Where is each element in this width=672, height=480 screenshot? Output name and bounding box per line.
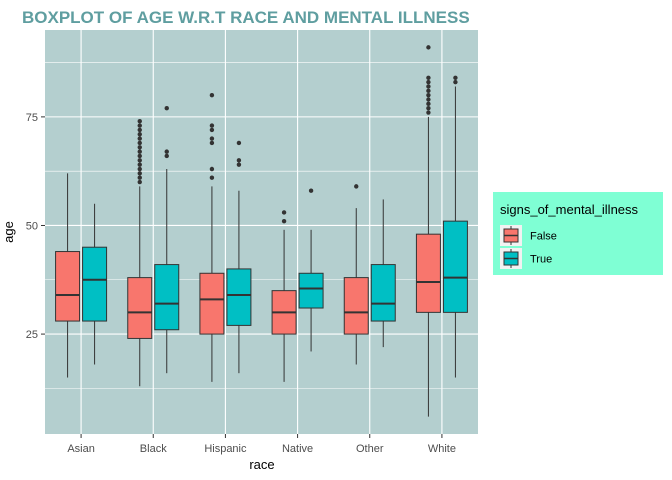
outlier-point <box>209 140 215 146</box>
box-true-native <box>298 188 324 352</box>
outlier-point <box>209 92 215 98</box>
outlier-point <box>426 92 431 98</box>
outlier-point <box>426 105 431 111</box>
outlier-point <box>137 149 142 154</box>
outlier-point <box>281 210 287 215</box>
box-body <box>442 220 468 313</box>
box-false-other <box>343 184 369 365</box>
box-body <box>298 272 324 309</box>
x-tick-label: Asian <box>67 443 95 455</box>
box-body <box>415 233 441 313</box>
legend: signs_of_mental_illness False True <box>493 192 663 275</box>
legend-entry-false: False <box>500 225 557 246</box>
x-axis-title: race <box>249 457 274 472</box>
box-true-white <box>442 75 468 378</box>
outlier-point <box>236 162 242 167</box>
outlier-point <box>453 75 458 80</box>
box-body <box>154 264 180 331</box>
chart-title: BOXPLOT OF AGE W.R.T RACE AND MENTAL ILL… <box>22 8 470 27</box>
box-body <box>55 251 81 322</box>
outlier-point <box>164 149 169 154</box>
box-false-native <box>271 210 297 382</box>
outlier-point <box>209 127 215 133</box>
y-tick-label: 25 <box>26 329 38 341</box>
grid-lines <box>45 30 478 434</box>
axis-ticks: 25 50 75 Asian Black Hispanic Native Other White <box>26 112 456 455</box>
box-body <box>127 277 153 339</box>
outlier-point <box>426 84 431 89</box>
box-body <box>343 277 369 335</box>
legend-entry-true: True <box>500 248 552 269</box>
x-tick-label: Black <box>140 443 167 455</box>
outlier-point <box>426 101 431 107</box>
outlier-point <box>137 179 142 185</box>
box-true-hispanic <box>226 140 252 374</box>
box-true-other <box>370 199 396 348</box>
outlier-point <box>137 132 142 137</box>
outlier-point <box>137 140 142 146</box>
legend-label: True <box>530 254 552 266</box>
outlier-point <box>209 175 215 180</box>
outlier-point <box>236 140 242 146</box>
outlier-point <box>209 123 215 128</box>
outlier-point <box>209 166 215 172</box>
outlier-point <box>164 105 169 111</box>
outlier-point <box>137 162 142 167</box>
outlier-point <box>426 97 431 102</box>
outlier-point <box>137 158 142 163</box>
legend-title: signs_of_mental_illness <box>500 202 639 217</box>
box-body <box>226 268 252 326</box>
outlier-point <box>164 153 169 159</box>
box-false-black <box>127 119 153 387</box>
outlier-point <box>137 136 142 141</box>
outlier-point <box>308 188 314 193</box>
legend-label: False <box>530 231 557 243</box>
box-false-asian <box>55 173 81 378</box>
outlier-point <box>209 136 215 141</box>
box-false-white <box>415 45 441 417</box>
outlier-point <box>137 127 142 133</box>
box-false-hispanic <box>199 92 225 382</box>
x-tick-label: White <box>428 443 456 455</box>
box-body <box>199 272 225 335</box>
y-axis-title: age <box>1 221 16 243</box>
outlier-point <box>137 153 142 159</box>
outlier-point <box>426 88 431 94</box>
outlier-point <box>426 79 431 85</box>
plot-panel <box>45 30 478 434</box>
x-tick-label: Other <box>356 443 384 455</box>
y-tick-label: 50 <box>26 220 38 232</box>
outlier-point <box>137 123 142 128</box>
outlier-point <box>137 175 142 180</box>
outlier-point <box>137 145 142 150</box>
outlier-point <box>453 79 458 85</box>
box-body <box>370 264 396 322</box>
outlier-point <box>137 166 142 172</box>
box-true-asian <box>82 203 108 365</box>
box-true-black <box>154 105 180 374</box>
outlier-point <box>137 171 142 176</box>
x-tick-label: Native <box>282 443 313 455</box>
y-tick-label: 75 <box>26 112 38 124</box>
outlier-point <box>426 75 431 80</box>
boxes-layer <box>55 45 468 417</box>
outlier-point <box>281 218 287 224</box>
outlier-point <box>354 184 359 189</box>
box-body <box>82 246 108 322</box>
x-tick-label: Hispanic <box>204 443 247 455</box>
outlier-point <box>236 158 242 163</box>
outlier-point <box>137 119 142 124</box>
outlier-point <box>426 110 431 115</box>
outlier-point <box>426 45 431 50</box>
